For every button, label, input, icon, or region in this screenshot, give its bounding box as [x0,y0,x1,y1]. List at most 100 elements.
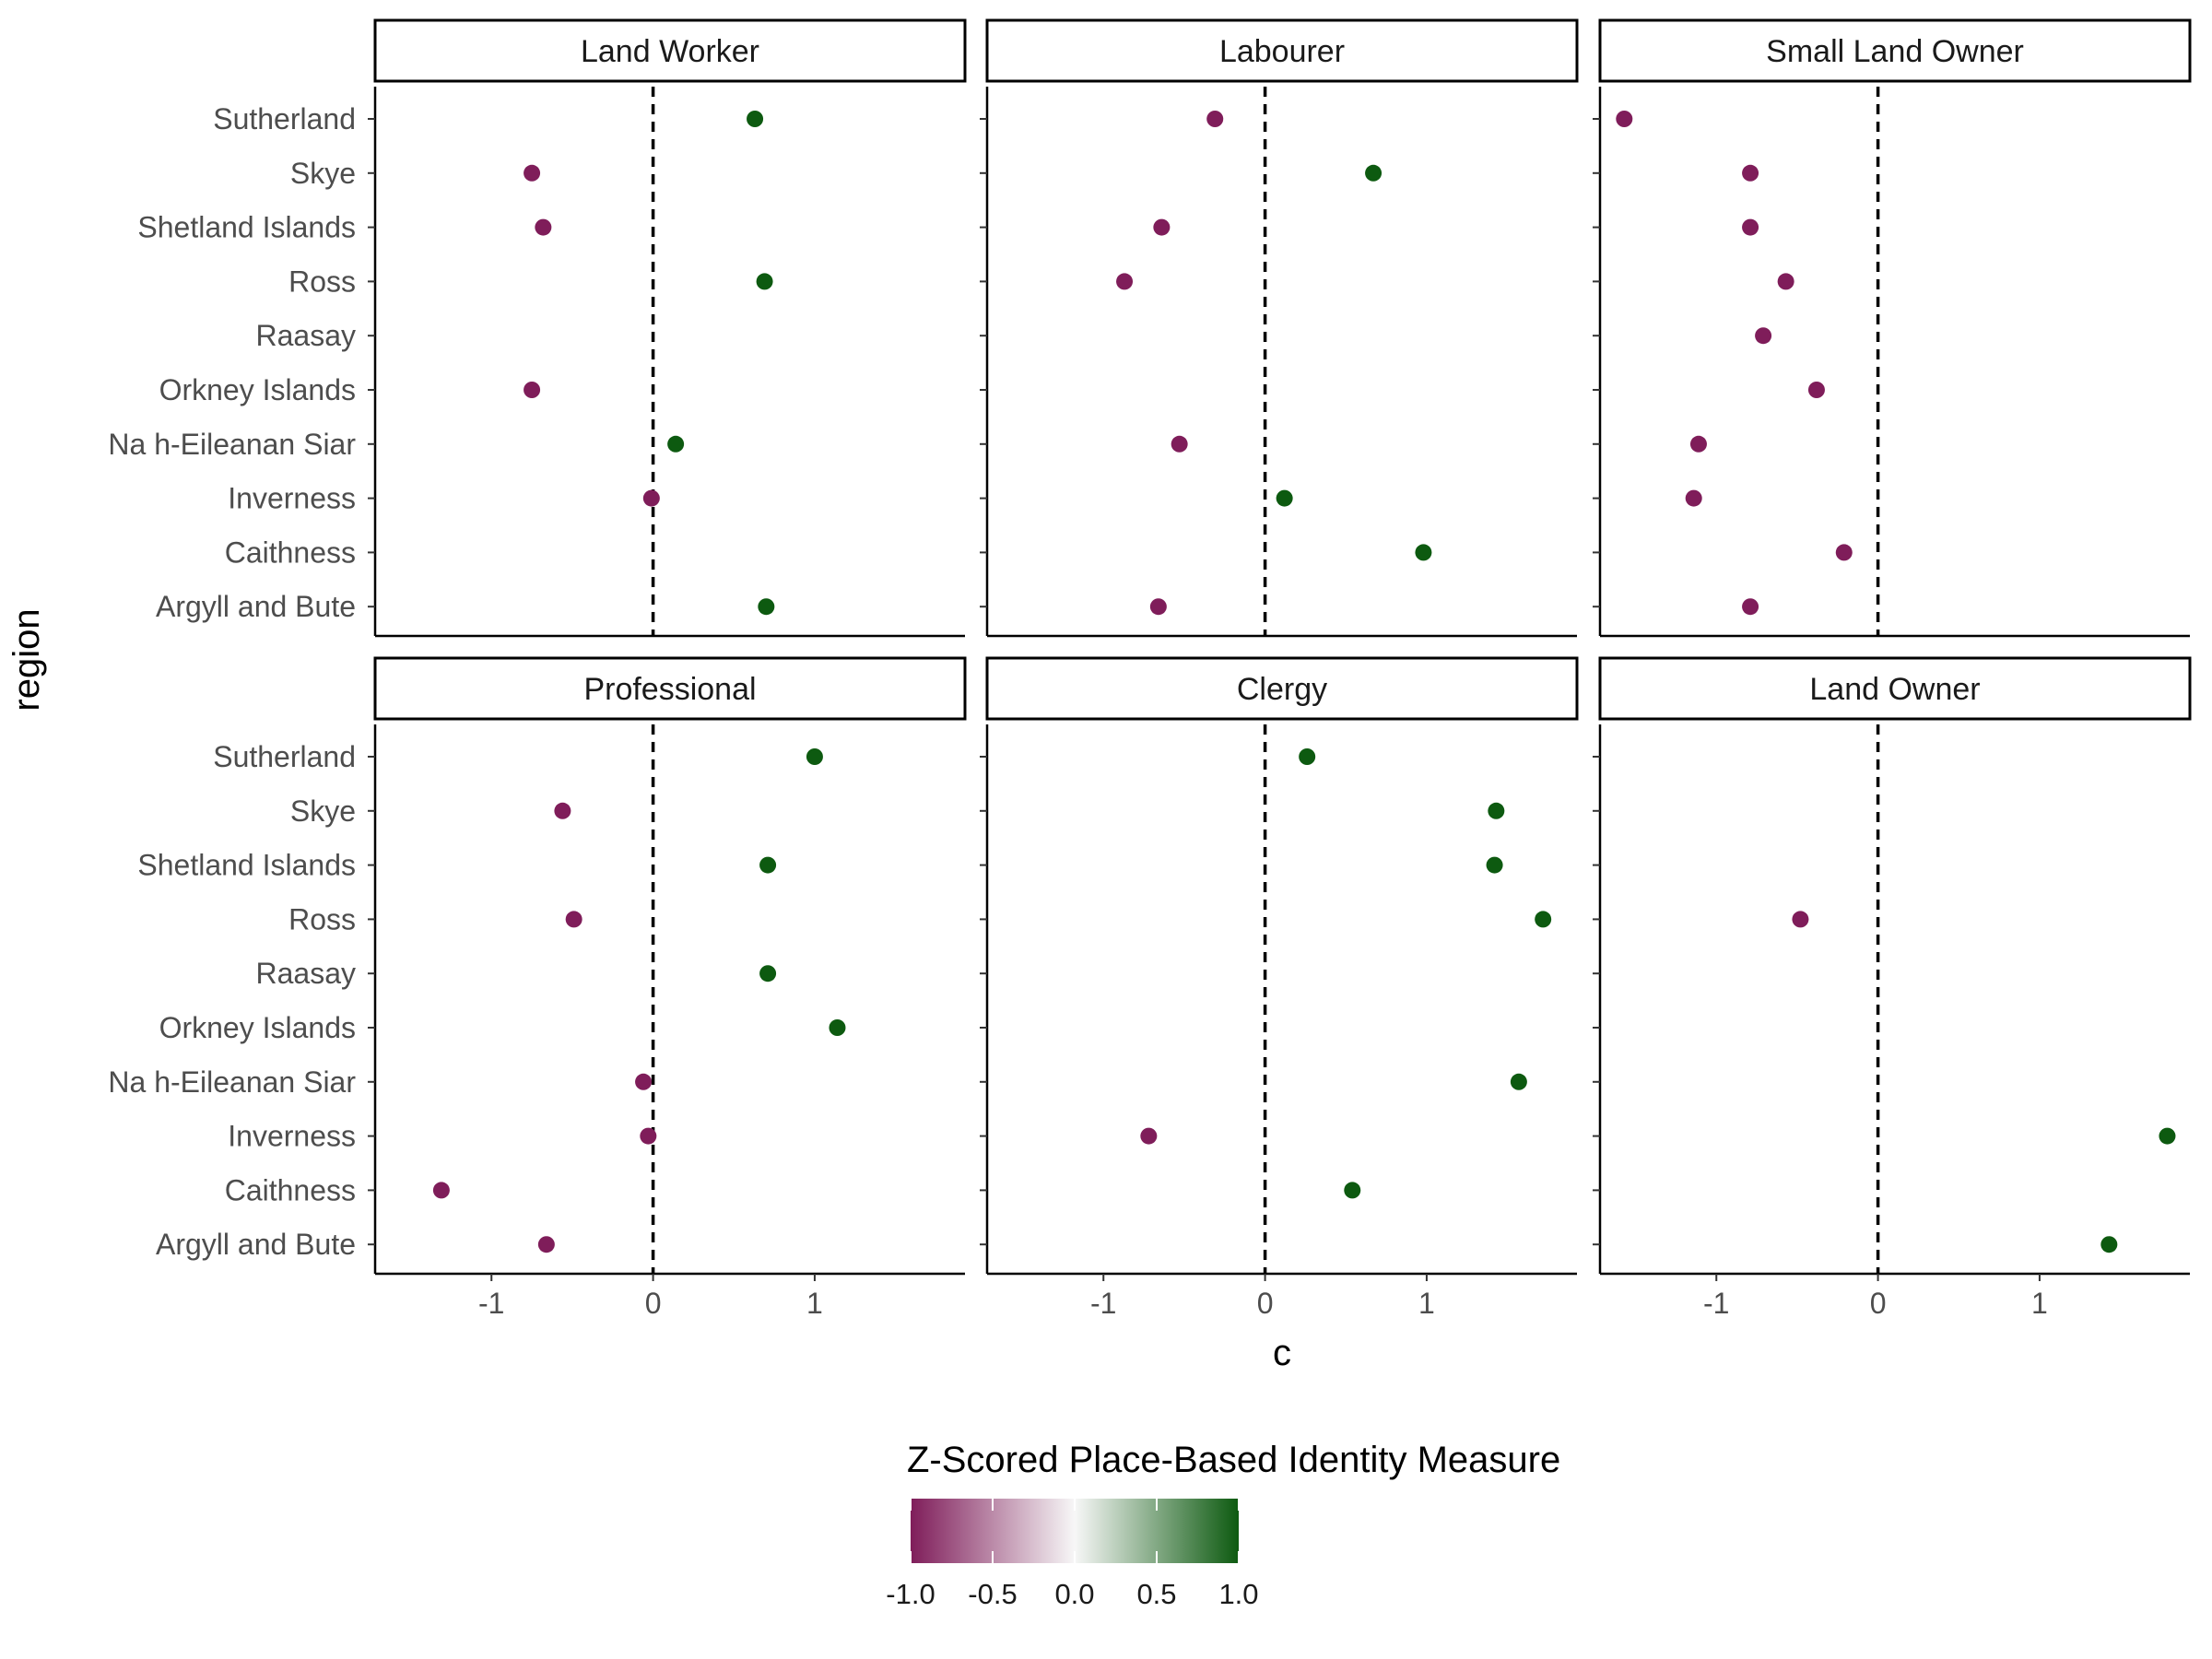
data-point-caithness [432,1182,450,1199]
data-point-ross [1535,911,1552,928]
data-point-orkney-islands [524,382,541,398]
facet-title: Land Owner [1809,672,1980,707]
facet-title: Professional [583,672,756,707]
colorbar-tick-label: 0.0 [1054,1578,1094,1610]
facet-strip [373,18,967,83]
data-point-sutherland [806,748,823,765]
y-tick-label: Orkney Islands [159,1011,356,1044]
colorbar-legend: Z-Scored Place-Based Identity Measure -1… [886,1440,1560,1610]
facet-professional: Professional Sutherland Skye Shetland Islan… [108,656,967,1320]
facet-labourer: Labourer [980,18,1579,638]
y-tick-label: Skye [290,794,356,828]
data-point-ross [565,911,582,928]
x-tick-label: 1 [2031,1287,2048,1320]
data-point-na-h-eileanan-siar [635,1073,653,1090]
colorbar-ticks: -1.0 -0.5 0.0 0.5 1.0 [886,1499,1259,1610]
data-point-inverness [1685,489,1702,507]
data-point-skye [1365,164,1382,182]
data-point-argyll-and-bute [1742,598,1759,616]
data-point-skye [1488,802,1505,819]
data-point-ross [756,273,773,290]
data-point-skye [1742,164,1759,182]
x-tick-label: -1 [1090,1287,1116,1320]
data-point-shetland-islands [1742,218,1759,236]
data-point-inverness [642,489,660,507]
data-point-skye [554,802,571,819]
data-point-shetland-islands [1153,218,1171,236]
y-tick-label: Shetland Islands [137,849,356,882]
y-tick-label: Skye [290,157,356,190]
data-point-sutherland [1299,748,1316,765]
y-tick-label: Shetland Islands [137,211,356,244]
facet-strip [1598,656,2192,721]
data-point-orkney-islands [1807,382,1825,398]
data-point-na-h-eileanan-siar [667,435,685,453]
data-point-caithness [1415,544,1432,561]
facet-grid: Land Worker Sutherland Skye Shetland Island… [108,18,2192,1320]
facet-title: Clergy [1237,672,1327,707]
facet-title: Labourer [1219,34,1345,69]
data-point-argyll-and-bute [1149,598,1167,616]
facet-title: Land Worker [581,34,759,69]
y-tick-label: Caithness [225,1173,356,1206]
data-point-caithness [1835,544,1853,561]
data-point-raasay [759,965,777,982]
y-tick-label: Caithness [225,535,356,569]
x-tick-label: 0 [645,1287,662,1320]
y-tick-label: Sutherland [213,102,356,135]
facet-land-worker: Land Worker Sutherland Skye Shetland Island… [108,18,967,638]
data-point-argyll-and-bute [758,598,775,616]
y-tick-label: Sutherland [213,740,356,773]
data-point-argyll-and-bute [537,1236,555,1253]
y-tick-label: Inverness [228,482,356,515]
facet-strip [985,18,1579,83]
data-point-ross [1116,273,1134,290]
data-point-sutherland [1206,111,1224,127]
y-tick-label: Na h-Eileanan Siar [108,1065,356,1099]
data-point-raasay [1755,327,1772,345]
y-axis-title: region [6,608,47,711]
colorbar-tick-label: -1.0 [886,1578,935,1610]
data-point-shetland-islands [1486,856,1503,874]
data-point-sutherland [1616,111,1633,127]
data-point-inverness [1276,489,1293,507]
facet-clergy: Clergy -1 0 1 [980,656,1579,1320]
facet-title: Small Land Owner [1766,34,2024,69]
facet-strip [373,656,967,721]
y-tick-label: Raasay [256,319,357,352]
colorbar-tick-label: 0.5 [1136,1578,1176,1610]
y-tick-label: Ross [288,265,356,298]
x-tick-label: 0 [1870,1287,1887,1320]
data-point-argyll-and-bute [2100,1236,2118,1253]
data-point-shetland-islands [535,218,552,236]
y-tick-label: Orkney Islands [159,373,356,406]
y-tick-label: Argyll and Bute [156,590,356,623]
colorbar-title: Z-Scored Place-Based Identity Measure [907,1440,1560,1480]
facet-small-land-owner: Small Land Owner [1593,18,2192,638]
data-point-na-h-eileanan-siar [1689,435,1707,453]
colorbar-tick-label: -0.5 [968,1578,1017,1610]
facet-land-owner: Land Owner -1 0 1 [1593,656,2192,1320]
data-point-inverness [640,1127,657,1145]
data-point-sutherland [747,111,764,127]
y-tick-label: Argyll and Bute [156,1228,356,1261]
data-point-inverness [2159,1127,2176,1145]
colorbar-tick-label: 1.0 [1218,1578,1258,1610]
y-tick-label: Na h-Eileanan Siar [108,428,356,461]
data-point-inverness [1140,1127,1158,1145]
y-tick-label: Inverness [228,1120,356,1153]
x-tick-label: 1 [1418,1287,1435,1320]
data-point-orkney-islands [829,1019,846,1036]
data-point-ross [1792,911,1809,928]
x-axis-title: c [1273,1333,1291,1373]
facet-strip [985,656,1579,721]
y-tick-label: Raasay [256,957,357,990]
x-tick-label: 0 [1257,1287,1274,1320]
data-point-caithness [1344,1182,1361,1199]
data-point-shetland-islands [759,856,777,874]
data-point-ross [1777,273,1794,290]
y-tick-label: Ross [288,902,356,935]
facet-strip [1598,18,2192,83]
x-tick-label: 1 [806,1287,823,1320]
